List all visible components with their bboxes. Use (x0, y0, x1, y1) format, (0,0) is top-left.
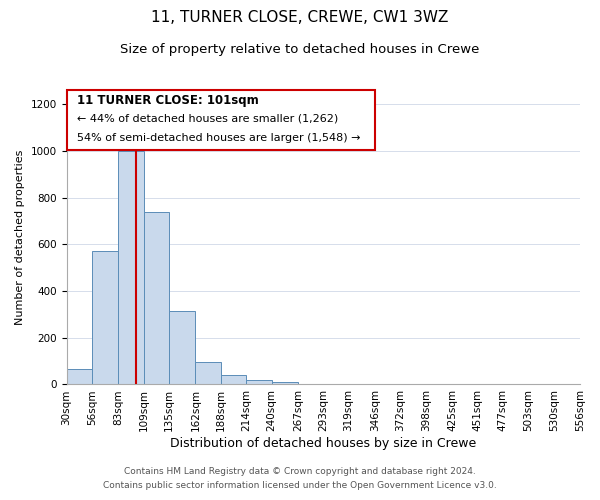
Bar (118, 151, 143, 384)
FancyBboxPatch shape (67, 90, 374, 150)
Bar (143, 212, 169, 384)
Text: 11, TURNER CLOSE, CREWE, CW1 3WZ: 11, TURNER CLOSE, CREWE, CW1 3WZ (151, 10, 449, 25)
Text: Size of property relative to detached houses in Crewe: Size of property relative to detached ho… (121, 42, 479, 56)
Bar (67, 370, 92, 384)
Text: Contains public sector information licensed under the Open Government Licence v3: Contains public sector information licen… (103, 481, 497, 490)
Bar (169, 311, 196, 384)
Text: 54% of semi-detached houses are larger (1,548) →: 54% of semi-detached houses are larger (… (77, 132, 360, 142)
Bar (92, 252, 118, 384)
Text: ← 44% of detached houses are smaller (1,262): ← 44% of detached houses are smaller (1,… (77, 114, 338, 124)
Bar (221, 375, 246, 384)
Bar (272, 382, 298, 384)
Bar (246, 380, 272, 384)
Y-axis label: Number of detached properties: Number of detached properties (15, 150, 25, 325)
X-axis label: Distribution of detached houses by size in Crewe: Distribution of detached houses by size … (170, 437, 476, 450)
Bar (196, 362, 221, 384)
Text: 11 TURNER CLOSE: 101sqm: 11 TURNER CLOSE: 101sqm (77, 94, 259, 108)
Text: Contains HM Land Registry data © Crown copyright and database right 2024.: Contains HM Land Registry data © Crown c… (124, 467, 476, 476)
